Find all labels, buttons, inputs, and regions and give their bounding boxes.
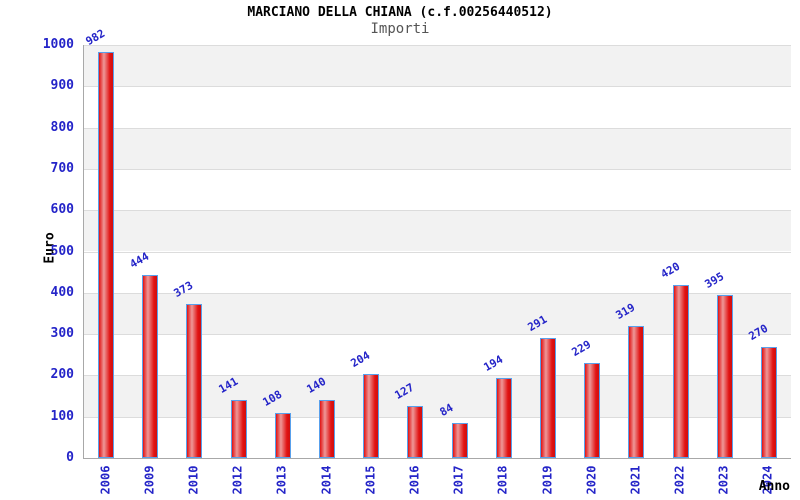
gridline-400 [84, 292, 791, 294]
gridline-100 [84, 416, 791, 418]
x-tick-label-2006: 2006 [98, 465, 113, 495]
y-tick-500: 500 [50, 243, 74, 259]
x-tick-label-2022: 2022 [672, 465, 687, 495]
plot-area: 982 444 373 141 108 140 204 127 84 194 291 229 319 42… [83, 27, 791, 459]
x-tick-2021: 2021 [619, 462, 651, 498]
y-tick-600: 600 [50, 202, 74, 218]
x-axis-title: Anno [758, 479, 790, 494]
y-tick-400: 400 [50, 284, 74, 300]
bar-2013 [274, 413, 291, 458]
plot-band [84, 168, 791, 211]
bar-2012 [230, 399, 247, 458]
x-tick-2013: 2013 [266, 462, 298, 498]
bar-2009 [142, 274, 159, 458]
plot-band [84, 86, 791, 128]
gridline-500 [84, 251, 791, 253]
gridline-1000 [84, 45, 791, 46]
x-tick-2014: 2014 [310, 462, 342, 498]
x-tick-label-2009: 2009 [142, 465, 157, 495]
x-tick-2018: 2018 [487, 462, 519, 498]
bar-2010 [186, 303, 203, 458]
x-tick-label-2019: 2019 [539, 465, 554, 495]
x-tick-label-2018: 2018 [495, 465, 510, 495]
x-tick-2015: 2015 [354, 462, 386, 498]
x-tick-2020: 2020 [575, 462, 607, 498]
bar-2021 [628, 326, 645, 458]
y-tick-800: 800 [50, 119, 74, 135]
plot-band [84, 127, 791, 169]
x-tick-label-2016: 2016 [407, 465, 422, 495]
y-tick-900: 900 [50, 78, 74, 94]
x-tick-2016: 2016 [398, 462, 430, 498]
bar-2024 [760, 346, 777, 458]
x-tick-label-2012: 2012 [230, 465, 245, 495]
gridline-900 [84, 86, 791, 88]
y-tick-100: 100 [50, 408, 74, 424]
bar-2023 [716, 294, 733, 458]
bar-2018 [495, 377, 512, 458]
y-tick-700: 700 [50, 160, 74, 176]
x-tick-2006: 2006 [89, 462, 121, 498]
bar-2022 [672, 284, 689, 458]
bar-2015 [363, 373, 380, 458]
bar-2017 [451, 423, 468, 458]
bar-2016 [407, 405, 424, 458]
x-tick-2023: 2023 [708, 462, 740, 498]
plot-band [84, 45, 791, 87]
x-tick-label-2014: 2014 [319, 465, 334, 495]
x-tick-2010: 2010 [177, 462, 209, 498]
x-tick-2009: 2009 [133, 462, 165, 498]
chart-subtitle: Importi [370, 21, 430, 37]
bar-2014 [319, 400, 336, 458]
y-tick-0: 0 [66, 450, 74, 465]
x-tick-2019: 2019 [531, 462, 563, 498]
gridline-800 [84, 127, 791, 129]
x-tick-label-2017: 2017 [451, 465, 466, 495]
x-tick-label-2023: 2023 [716, 465, 731, 495]
gridline-200 [84, 375, 791, 377]
x-tick-2017: 2017 [443, 462, 475, 498]
chart-title: MARCIANO DELLA CHIANA (c.f.00256440512) [247, 5, 553, 20]
x-tick-2012: 2012 [222, 462, 254, 498]
x-tick-label-2015: 2015 [363, 465, 378, 495]
y-tick-200: 200 [50, 367, 74, 383]
x-tick-label-2020: 2020 [584, 465, 599, 495]
bar-2019 [539, 337, 556, 458]
gridline-600 [84, 210, 791, 212]
x-tick-2022: 2022 [664, 462, 696, 498]
bar-2006 [98, 52, 115, 458]
plot-band [84, 210, 791, 252]
x-tick-label-2021: 2021 [628, 465, 643, 495]
gridline-300 [84, 334, 791, 336]
x-tick-label-2013: 2013 [274, 465, 289, 495]
x-tick-label-2010: 2010 [186, 465, 201, 495]
y-tick-300: 300 [50, 326, 74, 342]
y-tick-1000: 1000 [42, 37, 74, 52]
bar-2020 [584, 363, 601, 458]
gridline-700 [84, 168, 791, 170]
